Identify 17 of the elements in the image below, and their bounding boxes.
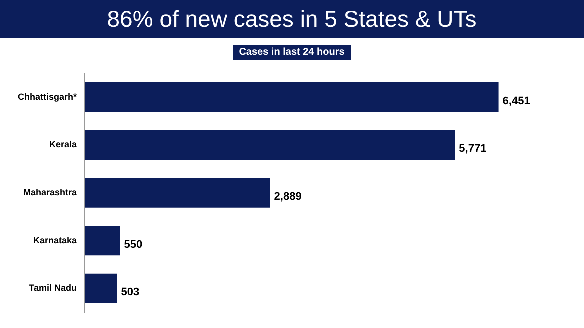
bar <box>85 226 120 256</box>
y-tick-label: Tamil Nadu <box>29 283 78 294</box>
data-label: 2,889 <box>274 191 302 204</box>
data-label: 550 <box>124 238 143 251</box>
y-tick-label: Karnataka <box>33 235 78 246</box>
y-tick-label: Maharashtra <box>23 187 78 198</box>
y-tick-label: Chhattisgarh* <box>18 92 78 102</box>
bar <box>85 178 270 208</box>
data-label: 503 <box>121 286 140 299</box>
data-label: 6,451 <box>502 95 530 108</box>
data-label: 5,771 <box>459 143 487 156</box>
chart-subtitle: Cases in last 24 hours <box>233 45 351 60</box>
bar <box>85 130 456 160</box>
y-tick-label: Kerala <box>49 140 78 150</box>
bar <box>85 274 118 304</box>
bar <box>85 82 499 112</box>
chart-title: 86% of new cases in 5 States & UTs <box>0 0 584 41</box>
